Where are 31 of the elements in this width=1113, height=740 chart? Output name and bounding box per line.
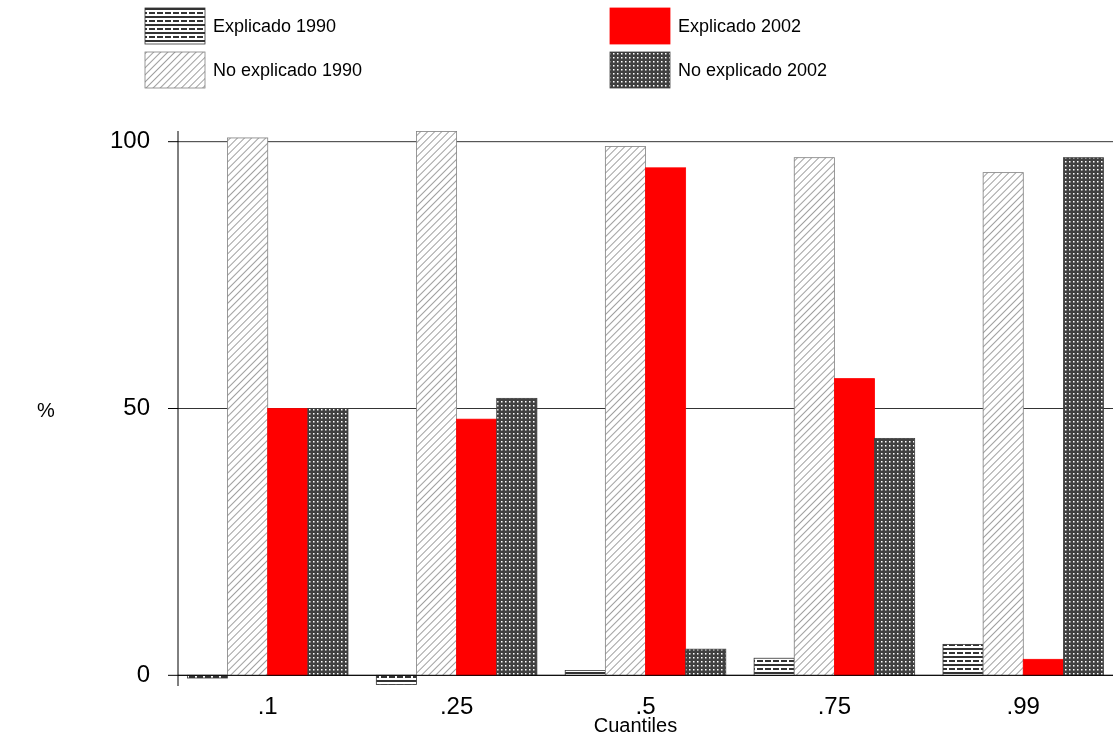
bar	[1063, 157, 1104, 676]
y-tick-label: 100	[109, 126, 150, 154]
x-tick-label: .99	[1006, 692, 1040, 719]
x-tick-label: .25	[439, 692, 474, 719]
x-tick-label: .75	[817, 692, 852, 719]
bar	[1022, 658, 1064, 676]
bar	[267, 408, 309, 676]
bar	[793, 157, 835, 676]
bar	[833, 378, 875, 676]
bar	[645, 167, 687, 676]
bar	[874, 437, 916, 676]
legend-label: Explicado 2002	[678, 16, 802, 36]
y-tick-label: 50	[123, 392, 150, 420]
bar	[456, 418, 498, 676]
bar	[942, 643, 984, 676]
bar	[307, 408, 349, 676]
bar	[685, 648, 727, 676]
bar	[604, 146, 646, 676]
legend-label: No explicado 2002	[678, 60, 828, 80]
bar	[753, 657, 795, 676]
bar	[416, 131, 458, 676]
y-tick-label: 0	[136, 659, 150, 687]
bar	[496, 397, 538, 676]
x-tick-label: .1	[257, 692, 278, 719]
legend-label: Explicado 1990	[213, 16, 337, 36]
bar	[982, 172, 1024, 676]
legend-label: No explicado 1990	[213, 60, 363, 80]
x-axis-title: Cuantiles	[593, 714, 678, 736]
bar	[227, 137, 269, 676]
bar	[375, 674, 417, 685]
y-axis-title: %	[37, 398, 56, 421]
